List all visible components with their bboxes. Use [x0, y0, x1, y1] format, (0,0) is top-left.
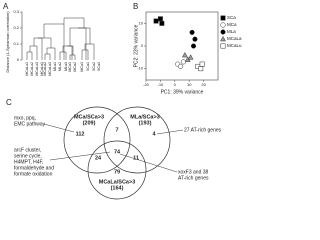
legend-swatch: [220, 15, 226, 21]
leaf-label: MCaLa1: [40, 62, 44, 76]
point: [153, 18, 159, 24]
y-tick-label: 0.2: [13, 25, 19, 30]
x-tick-label: 10: [187, 82, 192, 87]
note: H4MPT, H4F,: [14, 159, 43, 165]
legend-swatch: [220, 29, 226, 35]
venn-circle: [63, 106, 131, 174]
y-axis-title: PC2: 23% variance: [133, 24, 139, 67]
legend-swatch: [220, 43, 226, 49]
note: EMC pathway: [14, 121, 46, 127]
y-tick-label: 0: [141, 43, 144, 48]
note: AT-rich genes: [178, 175, 209, 181]
page: A Distance (1-Spearman correlation) B PC…: [3, 2, 243, 200]
point: [159, 20, 165, 26]
set-count: (209): [83, 120, 96, 126]
point: [187, 54, 194, 60]
y-tick-label: -10: [137, 66, 144, 71]
arrow: [119, 153, 178, 173]
leaf-label: SCa2: [92, 62, 96, 71]
point: [199, 61, 205, 67]
dendrogram: [26, 17, 95, 60]
region-count: 79: [114, 169, 120, 175]
leaf-label: MCa3: [80, 62, 84, 72]
point: [180, 59, 186, 65]
y-tick-label: 0.1: [13, 41, 19, 46]
arrow: [43, 123, 75, 133]
region-count: 11: [133, 155, 139, 161]
point: [178, 63, 184, 69]
arrow: [156, 129, 184, 135]
x-tick-label: 0: [174, 82, 177, 87]
region-count: 4: [152, 131, 156, 137]
y-tick-label: 0.3: [13, 9, 19, 14]
leaf-label: MCaLa2: [43, 62, 47, 76]
leaf-label: MLa1: [53, 62, 57, 71]
leaf-label: MCa1: [68, 62, 72, 72]
y-tick-label: 10: [139, 20, 144, 25]
legend-label: MCa: [227, 22, 237, 27]
axis-title: Distance (1-Spearman correlation): [5, 11, 10, 73]
panel-label: B: [133, 2, 138, 11]
point: [198, 66, 204, 72]
set-count: (193): [139, 120, 152, 126]
x-tick-label: -20: [143, 82, 150, 87]
note: 27 AT-rich genes: [184, 127, 222, 133]
note: formate oxidation: [14, 171, 53, 177]
panel-label: A: [3, 2, 9, 11]
set-title: MLa/SCa>3: [130, 114, 160, 120]
note: serine cycle,: [14, 153, 42, 159]
note: formaldehyde and: [14, 165, 54, 171]
set-title: MCaLa/SCa>3: [99, 179, 136, 185]
y-tick-label: 0: [17, 57, 20, 62]
note: mxo, ppq,: [14, 115, 36, 121]
legend-label: SCa: [227, 15, 236, 20]
region-count: 74: [114, 149, 121, 155]
venn-circle: [87, 140, 147, 200]
arrow: [49, 151, 111, 161]
leaf-label: MLa3: [64, 62, 68, 71]
point: [192, 36, 198, 42]
point: [190, 43, 197, 49]
x-axis-title: PC1: 39% variance: [161, 89, 204, 95]
point: [189, 29, 195, 35]
point: [181, 51, 188, 58]
legend-label: MLa: [227, 29, 236, 34]
venn-circle: [103, 106, 171, 174]
leaf-label: SCa1: [86, 62, 90, 71]
region-count: 112: [76, 131, 85, 137]
legend-swatch: [220, 22, 226, 28]
note: arcF cluster,: [14, 147, 41, 153]
leaf-label: MCaLa3: [48, 62, 52, 76]
region-count: 7: [115, 127, 118, 133]
leaf-label: MCaLu3: [35, 62, 39, 76]
leaf-label: SCa3: [97, 62, 101, 71]
region-count: 24: [95, 155, 102, 161]
x-tick-label: -10: [158, 82, 165, 87]
legend-swatch: [220, 35, 226, 42]
set-title: MCa/SCa>3: [74, 114, 104, 120]
point: [157, 16, 163, 22]
leaf-label: MLa2: [58, 62, 62, 71]
legend-label: MCaLa: [227, 36, 242, 41]
panel-label: C: [6, 98, 12, 107]
figure: A Distance (1-Spearman correlation) B PC…: [3, 2, 242, 200]
leaf-label: MCaLu1: [25, 62, 29, 76]
legend-label: MCaLu: [227, 43, 242, 48]
x-tick-label: 20: [201, 82, 206, 87]
leaf-label: MCaLu2: [30, 62, 34, 76]
note: xoxF3 and 38: [178, 169, 209, 175]
set-count: (164): [111, 185, 124, 191]
leaf-label: MCa2: [73, 62, 77, 72]
